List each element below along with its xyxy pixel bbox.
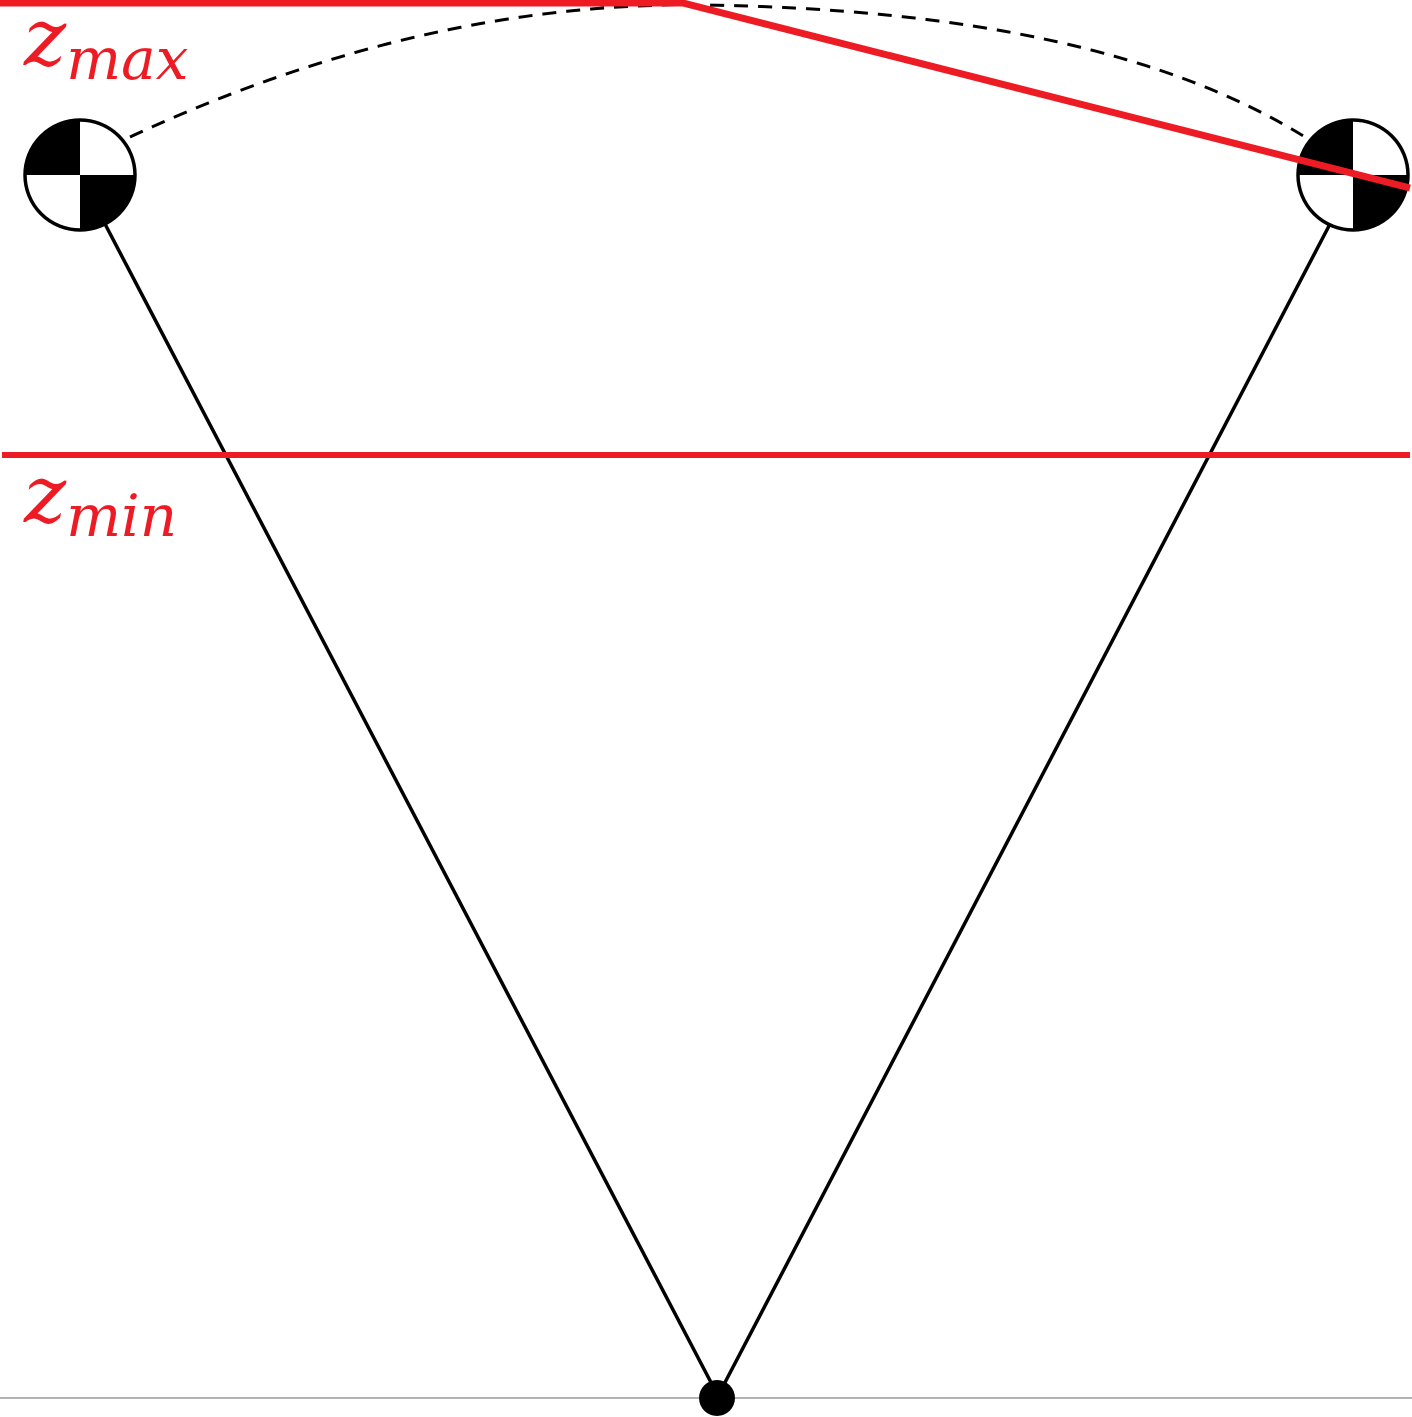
center-of-mass-icon (23, 118, 137, 232)
z-max-label: zmax (23, 0, 188, 93)
pivot-point-icon (699, 1380, 735, 1416)
z-max-subscript: max (66, 25, 188, 93)
z-max-base: z (23, 0, 67, 84)
z-max-line (0, 0, 1411, 192)
z-min-label: zmin (23, 448, 177, 550)
z-min-subscript: min (66, 482, 177, 550)
z-min-base: z (23, 448, 67, 541)
rod-left (103, 223, 718, 1393)
rod-right (718, 223, 1332, 1393)
swing-arc (129, 3, 1306, 139)
